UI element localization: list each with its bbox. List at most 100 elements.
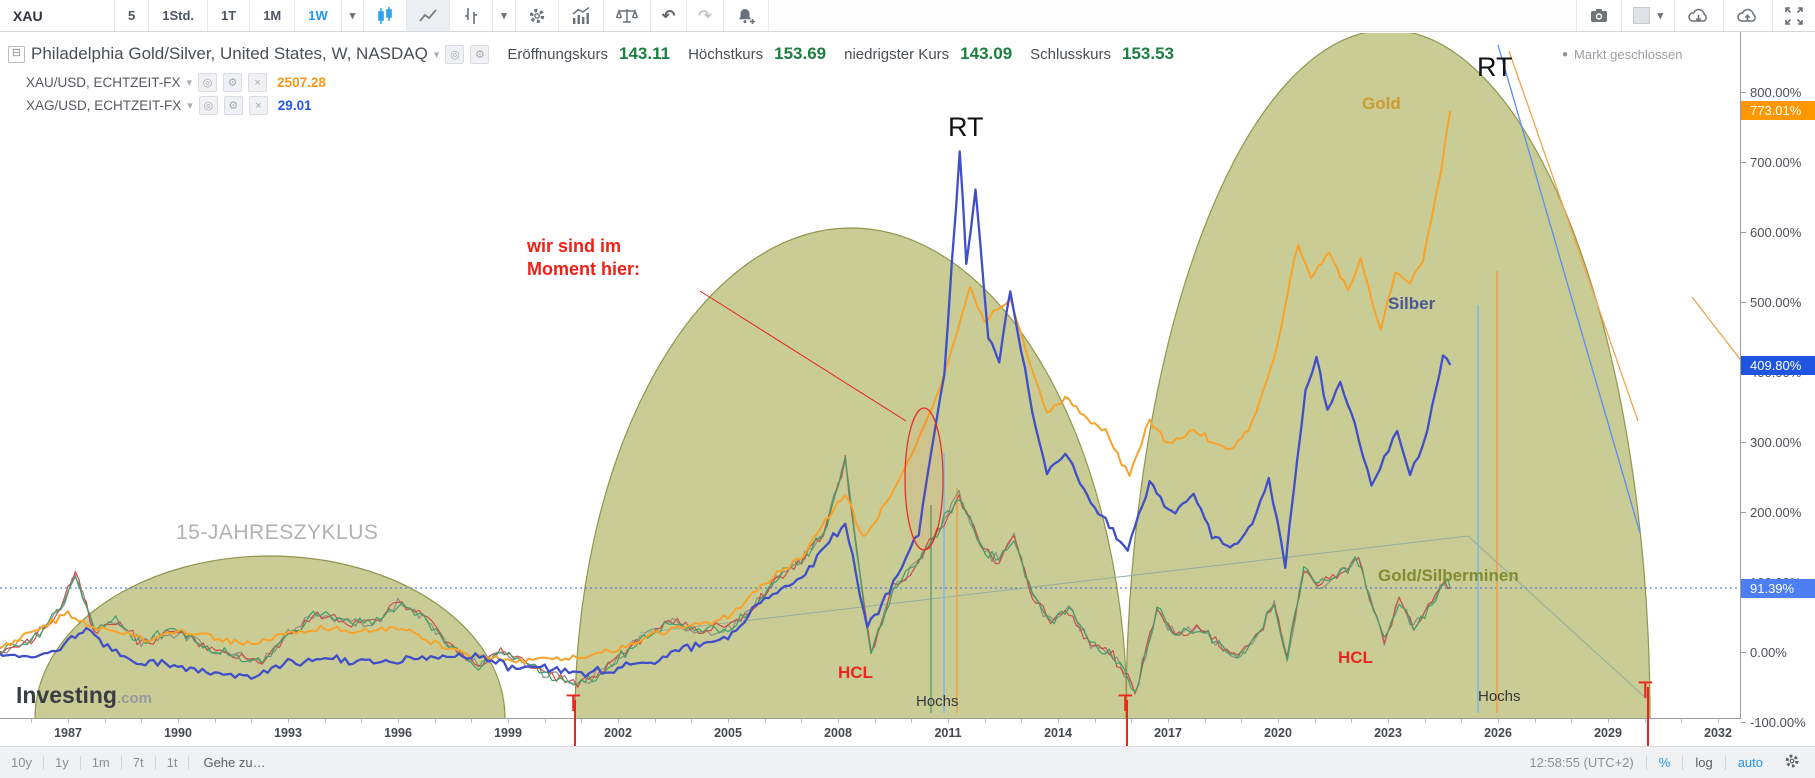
cloud-upload-icon <box>1735 6 1761 26</box>
chevron-down-icon: ▾ <box>1657 10 1663 22</box>
interval-1W-button[interactable]: 1W <box>295 0 342 31</box>
time-tick <box>508 719 509 723</box>
time-tick <box>31 719 33 723</box>
chevron-down-icon[interactable]: ▾ <box>187 100 193 112</box>
time-axis-year: 2020 <box>1264 726 1292 740</box>
axis-settings-button[interactable] <box>1775 752 1815 773</box>
cloud-download-icon <box>1686 6 1712 26</box>
gear-icon[interactable]: ⚙ <box>470 44 490 64</box>
gear-icon[interactable]: ⚙ <box>223 96 243 115</box>
range-1m-button[interactable]: 1m <box>91 755 110 770</box>
chevron-down-icon[interactable]: ▾ <box>433 48 440 61</box>
time-axis-year: 2014 <box>1044 726 1072 740</box>
range-1t-button[interactable]: 1t <box>166 755 178 770</box>
xag-overlay-legend: XAG/USD, ECHTZEIT-FX ▾ ◎ ⚙ × 29.01 <box>26 96 312 115</box>
fullscreen-icon <box>1784 6 1804 26</box>
price-tick: 600.00% <box>1741 224 1801 240</box>
redo-button[interactable]: ↷ <box>687 0 724 31</box>
range-10y-button[interactable]: 10y <box>11 755 32 770</box>
divider <box>1724 755 1726 770</box>
chevron-down-icon[interactable]: ▾ <box>186 77 193 89</box>
undo-button[interactable]: ↶ <box>650 0 688 31</box>
candlestick-chart-type-button[interactable] <box>364 0 408 31</box>
compare-button[interactable] <box>450 0 494 31</box>
fullscreen-button[interactable] <box>1773 0 1815 31</box>
price-axis[interactable]: 800.00%700.00%600.00%500.00%400.00%300.0… <box>1740 32 1815 746</box>
add-alert-button[interactable] <box>723 0 769 31</box>
auto-scale-button[interactable]: auto <box>1737 755 1763 770</box>
gear-icon[interactable]: ⚙ <box>223 73 243 92</box>
collapse-legend-icon[interactable]: ⊟ <box>8 45 25 63</box>
time-tick <box>1681 719 1683 723</box>
layout-select-button[interactable]: ▾ <box>1622 0 1675 31</box>
interval-1M-button[interactable]: 1M <box>250 0 296 31</box>
close-icon[interactable]: × <box>248 96 268 115</box>
load-layout-button[interactable] <box>1675 0 1724 31</box>
chart-area: ⊟ Philadelphia Gold/Silver, United State… <box>0 32 1815 746</box>
compare-symbols-scales-button[interactable] <box>603 0 651 31</box>
gear-icon <box>527 6 547 26</box>
chevron-down-icon: ▾ <box>349 10 356 22</box>
snapshot-button[interactable] <box>1576 0 1623 31</box>
interval-1T-button[interactable]: 1T <box>208 0 251 31</box>
time-tick <box>1058 719 1059 723</box>
time-tick <box>1534 719 1536 723</box>
close-icon[interactable]: × <box>248 73 268 92</box>
chart-canvas[interactable] <box>0 33 1740 719</box>
divider <box>79 755 81 770</box>
time-tick <box>1754 719 1756 723</box>
overlay-name: XAG/USD, ECHTZEIT-FX <box>26 98 182 113</box>
time-tick <box>1644 719 1646 723</box>
annotation-hcl-2: HCL <box>1338 648 1373 667</box>
gear-icon <box>1783 752 1801 773</box>
time-axis-year: 2005 <box>714 726 742 740</box>
chevron-down-icon: ▾ <box>501 10 507 22</box>
eye-icon[interactable]: ◎ <box>445 44 465 64</box>
eye-icon[interactable]: ◎ <box>198 73 218 92</box>
price-tick: 200.00% <box>1741 504 1801 520</box>
time-tick <box>1608 719 1609 723</box>
eye-icon[interactable]: ◎ <box>198 96 218 115</box>
percent-scale-button[interactable]: % <box>1658 755 1671 770</box>
line-chart-type-button[interactable] <box>407 0 451 31</box>
time-tick <box>984 719 986 723</box>
range-1y-button[interactable]: 1y <box>54 755 69 770</box>
overlay-value: 2507.28 <box>277 75 326 90</box>
interval-group: 5 1Std. 1T 1M 1W <box>115 0 342 31</box>
bottom-toolbar: 10y 1y 1m 7t 1t Gehe zu… 12:58:55 (UTC+2) % … <box>0 746 1815 778</box>
time-tick <box>838 719 839 723</box>
chart-settings-button[interactable] <box>515 0 559 31</box>
symbol-search-input[interactable]: XAU <box>0 0 115 31</box>
time-tick <box>1241 719 1243 723</box>
save-layout-button[interactable] <box>1724 0 1773 31</box>
price-tick: 500.00% <box>1741 294 1801 310</box>
layout-icon <box>1633 7 1651 24</box>
time-tick <box>874 719 876 723</box>
chart-style-more-button[interactable]: ▾ <box>493 0 516 31</box>
range-7t-button[interactable]: 7t <box>132 755 144 770</box>
time-axis-year: 2023 <box>1374 726 1402 740</box>
price-tick: 0.00% <box>1741 644 1787 660</box>
annotation-hochs-1: Hochs <box>916 693 959 710</box>
t-marker-stem <box>574 700 576 746</box>
close-value: 153.53 <box>1122 44 1175 63</box>
we-are-here-pointer-line <box>699 290 907 422</box>
annotation-we-are-here: wir sind im Moment hier: <box>527 236 641 280</box>
time-tick <box>618 719 619 723</box>
time-tick <box>324 719 326 723</box>
time-tick <box>288 719 289 723</box>
time-axis[interactable]: 1987 1990 1993 1996 1999 2002 2005 2008 2011 2014… <box>0 718 1756 746</box>
indicators-button[interactable] <box>558 0 604 31</box>
price-tick: 700.00% <box>1741 154 1801 170</box>
log-scale-button[interactable]: log <box>1695 755 1713 770</box>
clock-label[interactable]: 12:58:55 (UTC+2) <box>1529 755 1634 770</box>
price-badge: 409.80% <box>1741 355 1815 375</box>
interval-more-button[interactable]: ▾ <box>341 0 365 31</box>
interval-5-button[interactable]: 5 <box>115 0 150 31</box>
investing-watermark: Investing.com <box>16 682 152 709</box>
time-tick <box>764 719 766 723</box>
low-label: niedrigster Kurs <box>844 45 950 63</box>
interval-1Std.-button[interactable]: 1Std. <box>149 0 209 31</box>
status-dot-icon: ● <box>1562 49 1569 60</box>
goto-date-button[interactable]: Gehe zu… <box>203 755 266 770</box>
